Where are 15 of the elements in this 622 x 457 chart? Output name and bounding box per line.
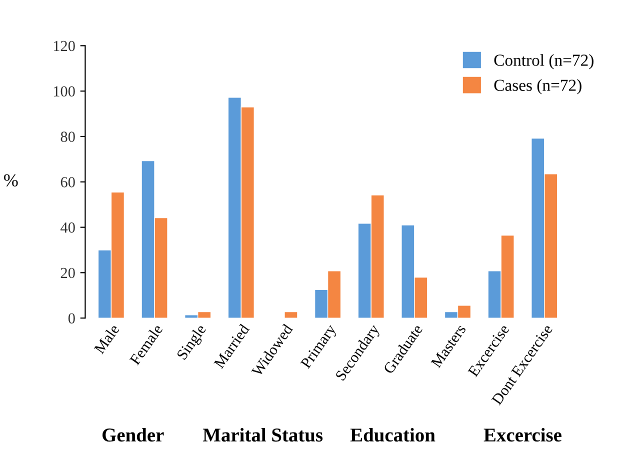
y-tick-label: 20 (60, 268, 75, 278)
legend-label: Cases (n=72) (494, 79, 582, 94)
text: Marital Status (202, 428, 323, 442)
y-tick-label: 100 (54, 86, 75, 97)
text: Gender (102, 428, 164, 442)
y-tick-label: 40 (60, 222, 75, 233)
y-tick-label: 120 (54, 40, 75, 52)
text: Education (350, 428, 436, 442)
y-tick-label: 60 (60, 177, 75, 188)
y-tick-label: 80 (60, 132, 75, 142)
text: Excercise (484, 428, 562, 442)
legend-label: Control (n=72) (494, 54, 594, 70)
y-axis-title: % (4, 174, 18, 186)
y-tick-label: 0 (68, 313, 75, 324)
bar (284, 311, 298, 318)
